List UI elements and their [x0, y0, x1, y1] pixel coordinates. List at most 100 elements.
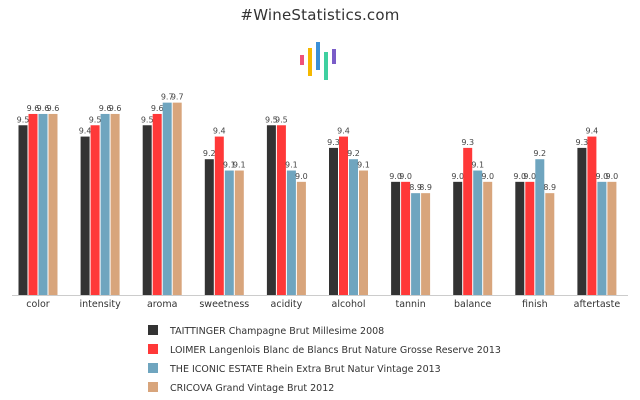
bar-value-label: 9.6: [27, 104, 40, 113]
bar: [224, 170, 234, 295]
bar-value-label: 9.1: [285, 161, 298, 170]
category-label: aroma: [147, 299, 177, 310]
bar: [587, 136, 597, 295]
bar: [483, 181, 493, 295]
bar-value-label: 9.0: [389, 172, 402, 181]
category-label: intensity: [80, 299, 122, 310]
bar-value-label: 9.6: [109, 104, 122, 113]
category-label: alcohol: [332, 299, 366, 310]
bar-value-label: 9.0: [606, 172, 619, 181]
page-title: #WineStatistics.com: [240, 6, 400, 24]
bar-value-label: 8.9: [419, 183, 432, 192]
bar: [110, 113, 120, 296]
bar: [391, 181, 401, 295]
bar-value-label: 9.5: [275, 115, 288, 124]
bar: [329, 147, 338, 295]
bar: [162, 102, 172, 295]
bar: [152, 113, 162, 296]
bar: [276, 125, 286, 296]
bar-value-label: 9.4: [337, 127, 350, 136]
bar-value-label: 8.9: [543, 183, 556, 192]
bar: [525, 181, 535, 295]
bar: [48, 113, 58, 296]
bar: [421, 193, 431, 295]
bar: [359, 170, 368, 295]
category-label: color: [26, 299, 49, 310]
bar-value-label: 9.3: [576, 138, 589, 147]
bar-value-label: 9.0: [596, 172, 609, 181]
legend-swatch: [148, 344, 158, 354]
bar-value-label: 9.3: [327, 138, 340, 147]
bar: [349, 159, 358, 295]
bar: [214, 136, 224, 295]
bar-value-label: 9.0: [523, 172, 536, 181]
bar-value-label: 9.0: [451, 172, 464, 181]
bar-value-label: 9.4: [586, 127, 599, 136]
category-label: finish: [522, 299, 548, 310]
bar: [411, 193, 421, 295]
bar-value-label: 9.6: [99, 104, 112, 113]
legend-swatch: [148, 325, 158, 335]
bar: [28, 113, 38, 296]
bar: [266, 125, 276, 296]
bar-value-label: 9.2: [347, 149, 360, 158]
bar: [18, 125, 28, 296]
bar: [535, 159, 545, 295]
bar: [204, 159, 214, 295]
bar-value-label: 9.7: [161, 93, 174, 102]
bar: [607, 181, 617, 295]
bar-value-label: 9.2: [203, 149, 216, 158]
bar-value-label: 9.0: [513, 172, 526, 181]
legend-entry: CRICOVA Grand Vintage Brut 2012: [170, 383, 334, 394]
bar-value-label: 9.7: [171, 93, 184, 102]
bar-value-label: 9.1: [223, 161, 236, 170]
bar-value-label: 9.5: [89, 115, 102, 124]
bar-value-label: 9.1: [233, 161, 246, 170]
bar: [597, 181, 607, 295]
bar: [401, 181, 411, 295]
bar: [142, 125, 152, 296]
bar: [286, 170, 296, 295]
bar: [463, 147, 473, 295]
bar: [80, 136, 90, 295]
bar-value-label: 9.2: [533, 149, 546, 158]
legend-entry: LOIMER Langenlois Blanc de Blancs Brut N…: [170, 345, 501, 356]
logo-bar: [332, 49, 336, 64]
bar: [515, 181, 525, 295]
logo-bar: [300, 55, 304, 65]
bar: [545, 193, 555, 295]
bar-value-label: 9.4: [79, 127, 92, 136]
bar-value-label: 9.1: [471, 161, 484, 170]
bar: [100, 113, 110, 296]
bar: [172, 102, 182, 295]
legend-swatch: [148, 363, 158, 373]
legend-entry: THE ICONIC ESTATE Rhein Extra Brut Natur…: [169, 364, 441, 375]
bar-value-label: 9.6: [151, 104, 164, 113]
bar-value-label: 9.3: [461, 138, 474, 147]
category-label: sweetness: [199, 299, 249, 310]
bar-value-label: 9.5: [17, 115, 30, 124]
bar-value-label: 8.9: [409, 183, 422, 192]
category-label: tannin: [395, 299, 425, 310]
bar: [577, 147, 587, 295]
bar: [90, 125, 100, 296]
bar: [339, 136, 348, 295]
logo-bar: [316, 42, 320, 70]
legend-entry: TAITTINGER Champagne Brut Millesime 2008: [169, 326, 384, 337]
category-label: aftertaste: [574, 299, 621, 310]
category-label: acidity: [271, 299, 303, 310]
bar: [38, 113, 48, 296]
bar-value-label: 9.0: [399, 172, 412, 181]
bar: [453, 181, 463, 295]
legend-swatch: [148, 382, 158, 392]
bar: [296, 181, 306, 295]
category-label: balance: [454, 299, 492, 310]
bar: [473, 170, 483, 295]
logo-bar: [308, 48, 312, 76]
bar-value-label: 9.6: [47, 104, 60, 113]
bar-value-label: 9.6: [37, 104, 50, 113]
logo-bar: [324, 52, 328, 80]
